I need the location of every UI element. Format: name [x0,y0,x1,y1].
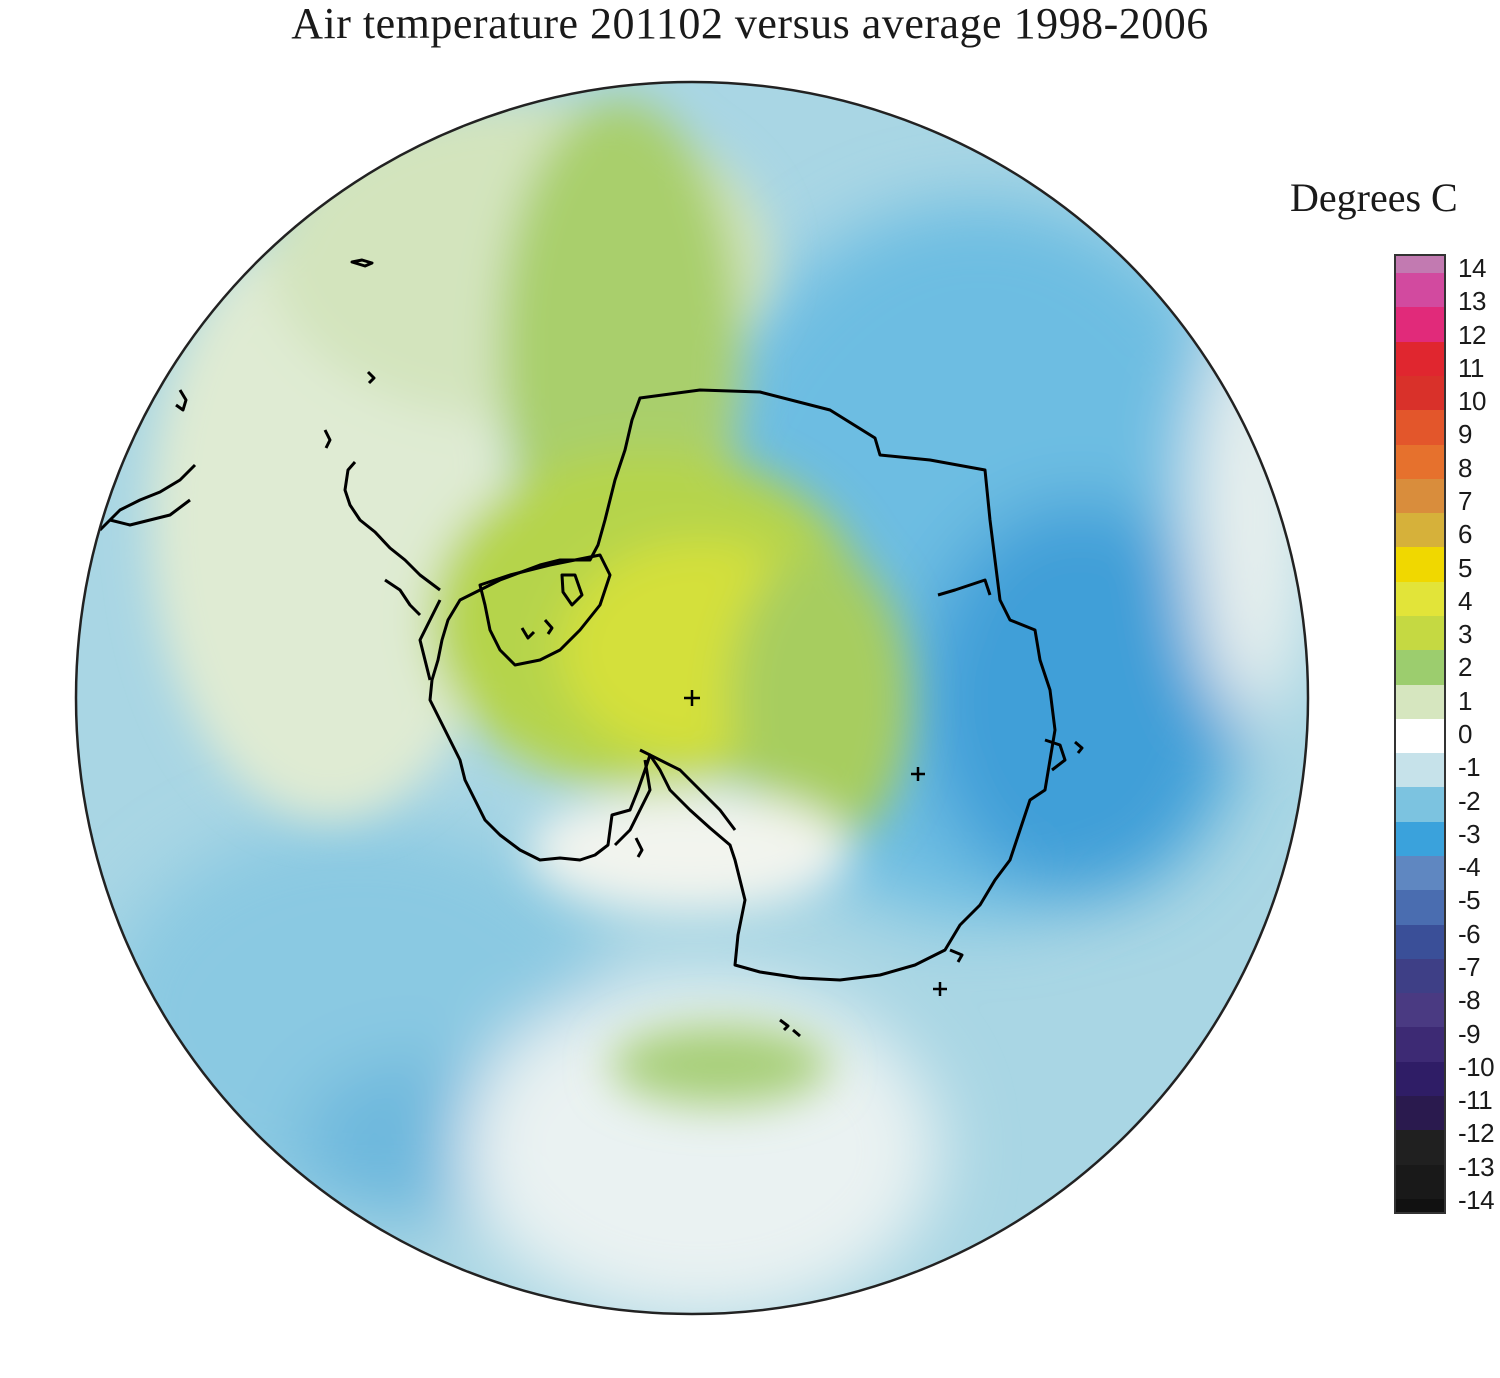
scale-band [1396,821,1444,856]
scale-band [1396,958,1444,994]
scale-tick-label: -5 [1458,885,1481,916]
scale-band [1396,993,1444,1028]
scale-band [1396,1198,1444,1212]
scale-band [1396,410,1444,445]
anomaly-field [76,82,1308,1314]
scale-band [1396,856,1444,891]
scale-band [1396,1096,1444,1131]
scale-band [1396,307,1444,342]
scale-tick-label: 2 [1458,652,1472,683]
scale-tick-label: -3 [1458,818,1481,849]
scale-band [1396,753,1444,788]
scale-band [1396,1164,1444,1199]
color-scale-bar [1394,254,1446,1214]
scale-tick-label: 14 [1458,253,1486,283]
scale-band [1396,256,1444,274]
scale-tick-label: 0 [1458,719,1472,749]
scale-tick-label: -4 [1458,852,1481,883]
antarctica-coastline [98,258,1084,1038]
scale-band [1396,376,1444,411]
scale-band [1396,616,1444,651]
scale-tick-label: 11 [1458,352,1485,383]
scale-band [1396,581,1444,616]
scale-tick-label: 6 [1458,519,1472,550]
station-marker [933,982,947,996]
map-title: Air temperature 201102 versus average 19… [291,0,1209,48]
scale-tick-label: -8 [1458,985,1481,1016]
scale-tick-label: 9 [1458,419,1472,450]
scale-tick-label: 5 [1458,552,1472,583]
scale-tick-label: -6 [1458,918,1481,949]
scale-tick-label: -10 [1458,1051,1495,1082]
scale-band [1396,478,1444,514]
scale-tick-label: -13 [1458,1151,1495,1182]
scale-band [1396,273,1444,308]
scale-tick-label: -2 [1458,785,1481,816]
legend-title: Degrees C [1290,175,1458,220]
grid-markers [684,690,947,996]
scale-band [1396,650,1444,685]
scale-band [1396,787,1444,822]
scale-band [1396,1130,1444,1165]
scale-band [1396,444,1444,479]
station-marker [911,767,925,781]
scale-band [1396,1061,1444,1096]
scale-band [1396,547,1444,582]
scale-tick-label: 7 [1458,486,1472,516]
scale-band [1396,924,1444,959]
scale-tick-label: -12 [1458,1118,1495,1149]
pole-marker [684,690,700,706]
scale-tick-label: -9 [1458,1018,1481,1049]
scale-tick-label: 8 [1458,452,1472,483]
scale-band [1396,684,1444,719]
scale-tick-label: 12 [1458,319,1486,350]
scale-tick-label: 4 [1458,585,1472,616]
scale-tick-label: 10 [1458,386,1486,417]
scale-tick-label: 1 [1458,685,1472,716]
scale-tick-label: -14 [1458,1185,1495,1215]
polar-map [74,80,1310,1316]
scale-tick-label: -7 [1458,952,1481,982]
scale-tick-label: 13 [1458,286,1486,317]
scale-band [1396,890,1444,925]
scale-band [1396,718,1444,754]
scale-band [1396,513,1444,548]
scale-tick-label: -1 [1458,752,1481,783]
scale-band [1396,1027,1444,1062]
map-disk-border [74,80,1310,1316]
scale-band [1396,341,1444,376]
scale-tick-label: -11 [1458,1085,1493,1116]
scale-tick-label: 3 [1458,619,1472,650]
